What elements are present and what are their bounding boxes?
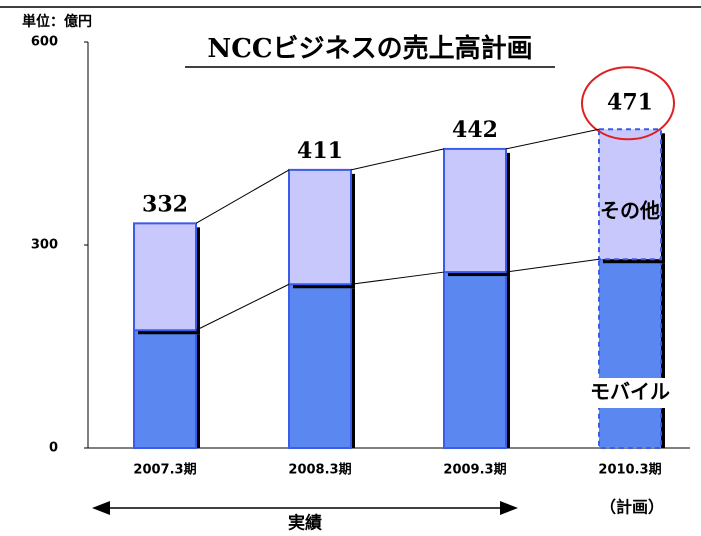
y-tick-label: 600 <box>31 35 58 50</box>
bar-segment <box>288 168 352 286</box>
connector <box>350 271 445 285</box>
x-tick-label: 2007.3期 <box>133 463 196 478</box>
arrow-head-right <box>500 501 518 515</box>
x-tick-label: 2010.3期 <box>598 463 661 478</box>
connector <box>350 148 445 171</box>
bar-segment <box>598 258 662 449</box>
bar-segment <box>133 222 197 332</box>
total-label: 411 <box>297 138 343 164</box>
bar-segment <box>598 128 662 261</box>
total-label: 471 <box>607 89 653 115</box>
connector <box>505 258 600 273</box>
series-label: その他 <box>600 199 660 223</box>
y-tick-label: 300 <box>31 238 58 253</box>
bar-segment <box>133 329 197 450</box>
bar-segment <box>443 271 507 450</box>
label-bg <box>582 378 678 408</box>
connector <box>195 169 290 224</box>
plan-label: （計画） <box>600 498 664 517</box>
chart-title: NCCビジネスの売上高計画 <box>207 33 532 64</box>
bar-segment <box>443 147 507 274</box>
unit-label: 単位：億円 <box>22 13 92 30</box>
connector <box>505 128 600 150</box>
highlight-circle <box>581 66 675 141</box>
total-label: 332 <box>142 191 188 217</box>
y-tick-label: 0 <box>49 441 58 456</box>
actual-label: 実績 <box>288 513 322 534</box>
x-tick-label: 2008.3期 <box>288 463 351 478</box>
x-tick-label: 2009.3期 <box>443 463 506 478</box>
bar-segment <box>288 283 352 449</box>
arrow-head-left <box>92 501 110 515</box>
connector <box>195 283 290 331</box>
series-label: モバイル <box>590 380 670 404</box>
total-label: 442 <box>452 117 498 143</box>
